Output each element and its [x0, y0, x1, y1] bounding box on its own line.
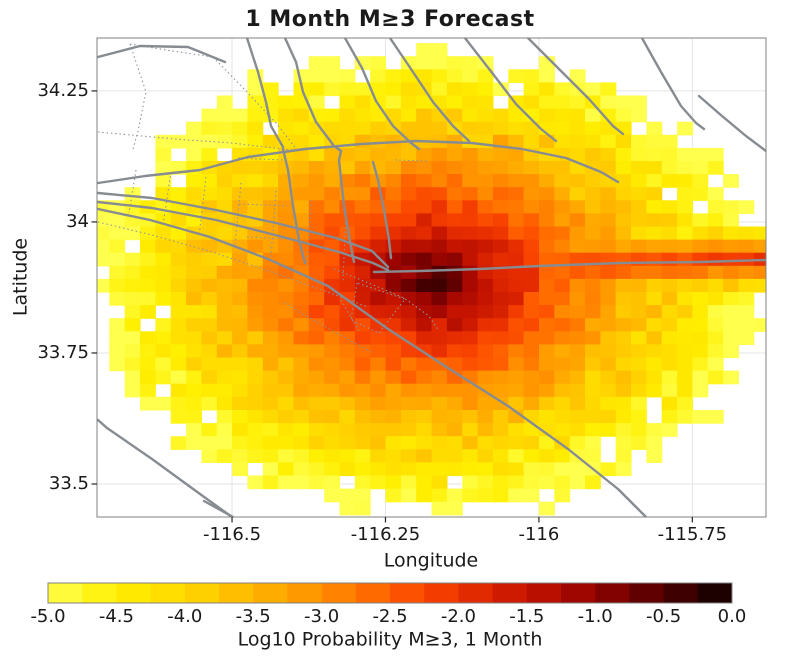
probability-heatmap — [97, 43, 766, 516]
y-tick-label: 33.5 — [48, 472, 89, 494]
colorbar-tick-label: 0.0 — [717, 606, 747, 627]
y-tick-label: 34 — [66, 210, 89, 232]
x-tick-label: -115.75 — [657, 524, 728, 545]
colorbar-tick-label: -1.0 — [577, 606, 613, 627]
x-tick-label: -116.25 — [350, 524, 421, 545]
colorbar-title: Log10 Probability M≥3, 1 Month — [237, 628, 543, 651]
y-tick-label: 33.75 — [37, 341, 89, 363]
axis-ticks — [91, 90, 693, 523]
colorbar-tick-label: -2.0 — [440, 606, 476, 627]
y-tick-label: 34.25 — [37, 79, 89, 101]
fault-section-outlines — [97, 43, 440, 354]
colorbar-tick-label: -3.5 — [235, 606, 271, 627]
colorbar-tick-label: -4.5 — [98, 606, 134, 627]
colorbar-tick-label: -3.0 — [304, 606, 340, 627]
fault-lines — [97, 38, 766, 517]
x-tick-label: -116.5 — [203, 524, 262, 545]
colorbar-tick-label: -5.0 — [30, 606, 66, 627]
colorbar-tick-label: -0.5 — [646, 606, 682, 627]
colorbar-tick-label: -4.0 — [167, 606, 203, 627]
plot-border — [96, 37, 767, 518]
colorbar-tick-label: -2.5 — [372, 606, 408, 627]
colorbar-tick-label: -1.5 — [509, 606, 545, 627]
chart-title: 1 Month M≥3 Forecast — [245, 7, 535, 32]
x-tick-label: -116 — [518, 524, 560, 545]
colorbar — [47, 582, 733, 604]
x-axis-title: Longitude — [383, 549, 479, 572]
y-axis-title: Latitude — [9, 237, 32, 317]
